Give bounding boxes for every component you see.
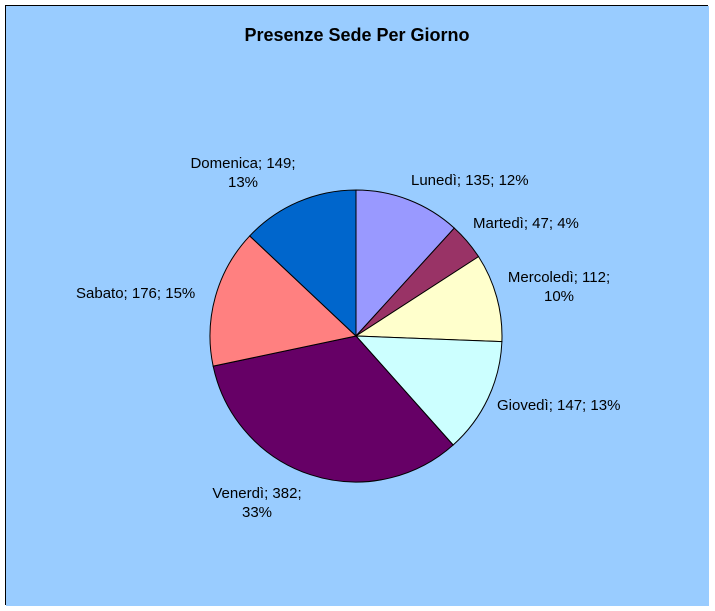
pie-slice-venerd- [212,335,454,483]
pie-slice-gioved- [354,335,503,446]
pie-slices [209,189,503,483]
slice-label-sabato: Sabato; 176; 15% [76,285,195,302]
slice-label-marted-: Martedì; 47; 4% [473,215,579,232]
chart-area: Presenze Sede Per Giorno Lunedì; 135; 12… [5,5,709,606]
slice-label-domenica: Domenica; 149; 13% [190,155,295,191]
slice-label-luned-: Lunedì; 135; 12% [411,172,529,189]
slice-label-venerd-: Venerdì; 382; 33% [212,485,301,521]
pie-slice-sabato [209,235,358,367]
pie-slice-domenica [248,189,357,338]
slice-labels: Lunedì; 135; 12% Martedì; 47; 4% Mercoledì… [76,155,620,521]
chart-title: Presenze Sede Per Giorno [244,25,469,45]
pie-slice-luned- [355,189,456,338]
pie-chart: Presenze Sede Per Giorno Lunedì; 135; 12… [6,6,709,606]
pie-slice-mercoled- [354,255,503,343]
slice-label-gioved-: Giovedì; 147; 13% [497,397,620,414]
slice-label-mercoled-: Mercoledì; 112; 10% [508,269,610,305]
